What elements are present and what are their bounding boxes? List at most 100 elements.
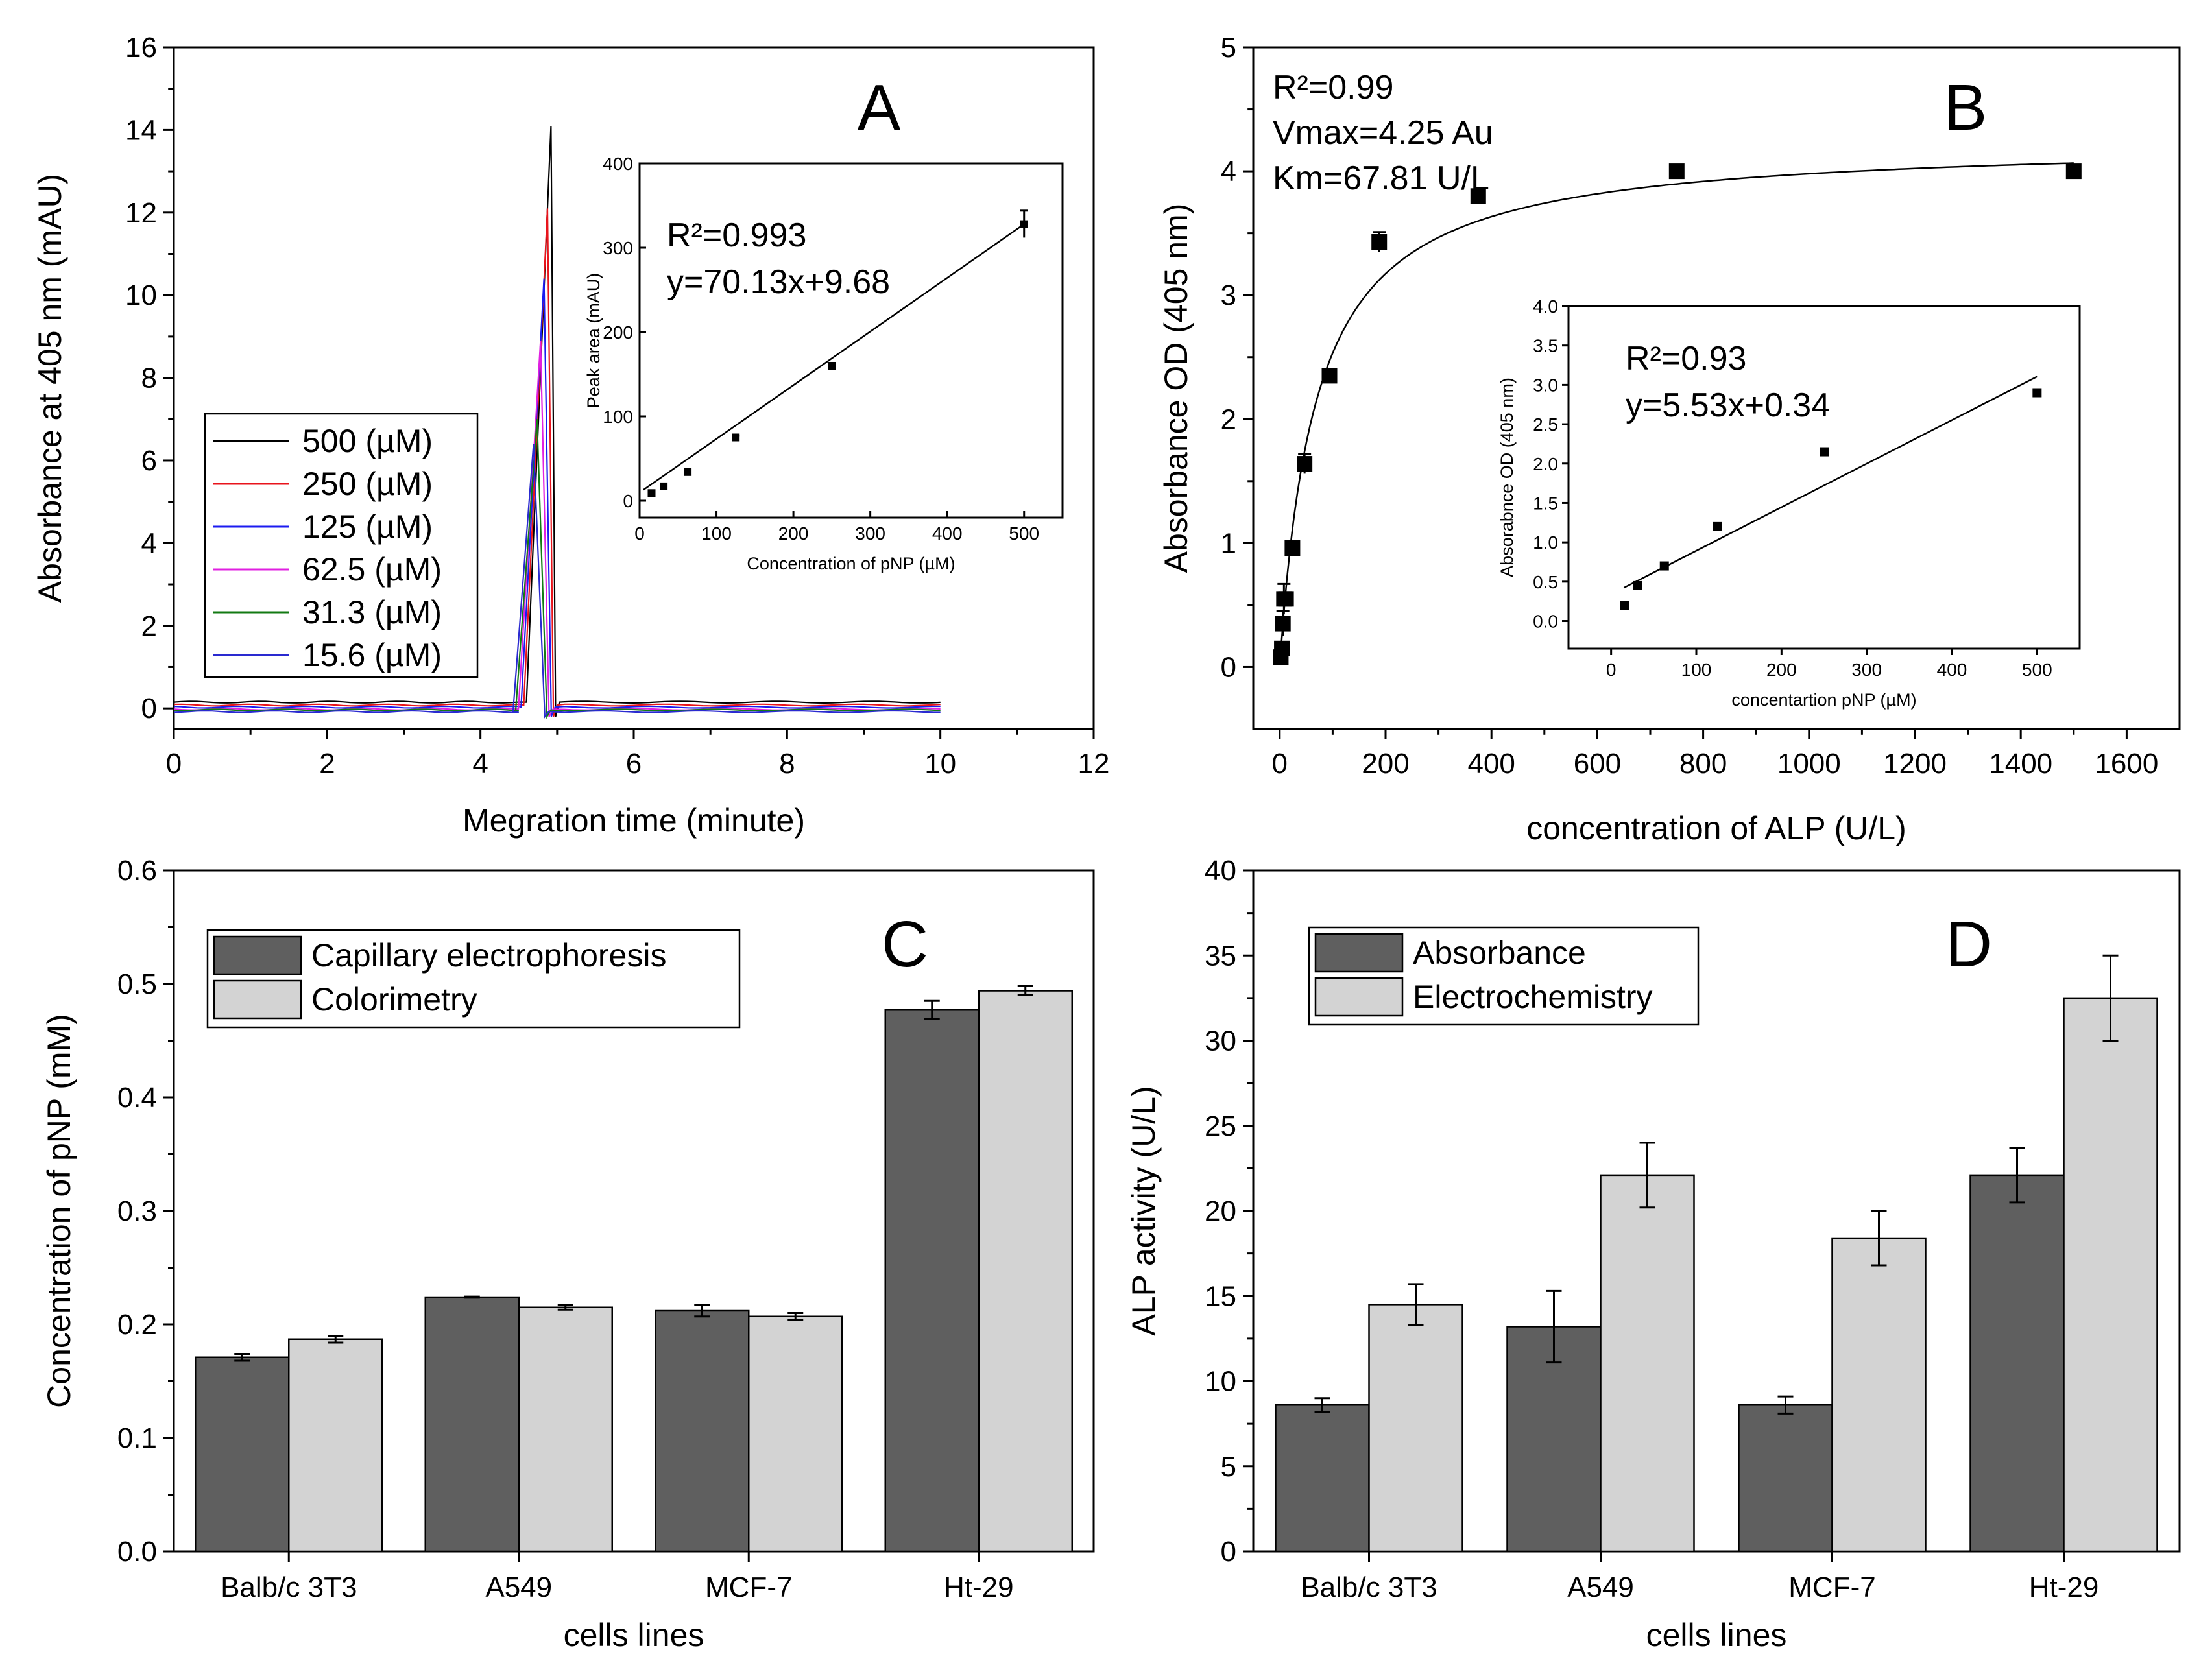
d-panel-label: D [1945, 908, 1992, 981]
d-category-label: MCF-7 [1788, 1572, 1875, 1603]
c-y-tick-label: 0.1 [117, 1422, 157, 1454]
a-x-tick-label: 10 [924, 748, 956, 780]
a-y-tick-label: 14 [125, 114, 157, 146]
b-inset-y-tick-label: 3.0 [1533, 375, 1558, 395]
b-inset-x-tick-label: 500 [2022, 660, 2052, 680]
b-inset-fit-line [1623, 376, 2038, 589]
a-inset-equation: y=70.13x+9.68 [667, 263, 890, 301]
c-category-label: Balb/c 3T3 [221, 1572, 357, 1603]
b-x-tick-label: 1600 [2095, 748, 2158, 780]
b-y-tick-label: 3 [1221, 280, 1236, 311]
c-bar-0-2 [655, 1309, 750, 1553]
c-category-label: MCF-7 [705, 1572, 792, 1603]
b-x-tick-label: 200 [1362, 748, 1409, 780]
b-inset-point-4 [1820, 447, 1829, 457]
a-trace-0 [173, 125, 941, 717]
c-y-tick-label: 0.6 [117, 855, 157, 887]
d-category-label: Balb/c 3T3 [1301, 1572, 1437, 1603]
a-legend-label-0: 500 (µM) [302, 423, 433, 459]
a-inset-point-4 [828, 362, 836, 370]
b-point-6 [1297, 456, 1313, 472]
a-trace-2 [173, 278, 941, 717]
b-point-9 [1470, 188, 1486, 204]
b-plot-frame [1252, 46, 2181, 730]
a-y-tick-label: 8 [141, 363, 157, 394]
panel-b-kinetics: 0 200 400 600 800 1000 1200 1400 1600012345conce… [1158, 32, 2181, 846]
c-legend-swatch-1 [213, 979, 302, 1020]
d-y-tick-label: 30 [1205, 1025, 1236, 1057]
b-inset-y-axis-label: Absorabnce OD (405 nm) [1497, 377, 1517, 577]
a-x-tick-label: 12 [1078, 748, 1110, 780]
b-point-11 [2065, 163, 2082, 180]
b-x-tick-label: 1000 [1777, 748, 1841, 780]
a-x-axis-label: Megration time (minute) [463, 802, 805, 839]
b-point-4 [1278, 591, 1294, 607]
c-x-axis-label: cells lines [564, 1617, 704, 1653]
a-y-tick-label: 16 [125, 32, 157, 64]
a-legend-label-3: 62.5 (µM) [302, 551, 442, 588]
c-bar-1-1 [518, 1306, 613, 1553]
d-y-axis-label: ALP activity (U/L) [1125, 1086, 1162, 1335]
c-y-tick-label: 0.2 [117, 1309, 157, 1341]
a-inset-y-tick-label: 400 [603, 154, 633, 174]
b-point-2 [1275, 616, 1291, 632]
b-r2: R²=0.99 [1273, 69, 1393, 106]
b-inset-y-tick-label: 0.0 [1533, 612, 1558, 632]
c-y-tick-label: 0.4 [117, 1082, 157, 1114]
b-inset-point-2 [1659, 561, 1669, 571]
b-inset-y-tick-label: 4.0 [1533, 296, 1558, 317]
d-y-tick-label: 10 [1205, 1366, 1236, 1398]
d-y-tick-label: 20 [1205, 1195, 1236, 1227]
a-inset-x-tick-label: 400 [932, 523, 963, 544]
b-x-tick-label: 800 [1679, 748, 1727, 780]
a-inset-x-axis-label: Concentration of pNP (µM) [747, 554, 955, 573]
d-y-tick-label: 35 [1205, 940, 1236, 972]
a-inset-point-3 [732, 433, 740, 442]
b-inset-x-tick-label: 200 [1766, 660, 1797, 680]
a-legend-box [204, 413, 479, 678]
a-y-tick-label: 0 [141, 693, 157, 724]
b-panel-label: B [1944, 71, 1988, 144]
d-y-tick-label: 5 [1221, 1451, 1236, 1483]
b-point-1 [1274, 640, 1290, 656]
b-x-tick-label: 1400 [1989, 748, 2052, 780]
d-y-tick-label: 25 [1205, 1110, 1236, 1142]
panel-a-chromatogram: 0 2 4 6 8 10 12 0 2 4 6 8 10 12 14 16 Megration time (mi… [32, 32, 1109, 839]
a-inset-point-5 [1020, 220, 1028, 228]
d-bar-1-1 [1600, 1174, 1695, 1553]
c-category-label: A549 [485, 1572, 552, 1603]
a-inset-y-tick-label: 100 [603, 407, 633, 427]
b-point-5 [1284, 540, 1301, 556]
a-inset-y-tick-label: 300 [603, 238, 633, 258]
c-bar-1-2 [748, 1315, 843, 1553]
d-bar-0-1 [1506, 1326, 1602, 1553]
c-y-tick-label: 0.0 [117, 1536, 157, 1568]
d-legend-label-1: Electrochemistry [1413, 979, 1653, 1015]
c-y-axis-label: Concentration of pNP (mM) [41, 1014, 77, 1408]
a-inset-point-1 [660, 482, 668, 490]
a-inset-r2: R²=0.993 [667, 217, 806, 254]
a-trace-1 [173, 208, 941, 717]
d-bar-1-3 [2063, 997, 2158, 1553]
a-y-tick-label: 2 [141, 610, 157, 642]
b-point-7 [1321, 368, 1338, 384]
b-point-10 [1668, 163, 1685, 180]
d-legend-swatch-0 [1314, 933, 1404, 973]
b-inset-y-tick-label: 1.5 [1533, 493, 1558, 513]
c-legend-label-0: Capillary electrophoresis [311, 937, 666, 974]
b-y-tick-label: 4 [1221, 156, 1236, 187]
a-inset-y-axis-label: Peak area (mAU) [584, 273, 603, 409]
a-y-axis-label: Absorbance at 405 nm (mAU) [32, 174, 68, 603]
b-vmax: Vmax=4.25 Au [1273, 114, 1493, 152]
a-inset-frame [638, 162, 1064, 519]
b-inset-y-tick-label: 1.0 [1533, 532, 1558, 553]
b-inset-y-tick-label: 2.5 [1533, 414, 1558, 435]
b-inset-y-tick-label: 2.0 [1533, 454, 1558, 474]
a-inset-x-tick-label: 200 [778, 523, 809, 544]
d-y-tick-label: 15 [1205, 1280, 1236, 1312]
b-inset-point-5 [2032, 388, 2042, 398]
d-bar-1-0 [1368, 1304, 1463, 1553]
b-inset-frame [1567, 305, 2081, 650]
b-inset-r2: R²=0.93 [1626, 340, 1746, 377]
b-fit-curve [1280, 162, 2074, 652]
